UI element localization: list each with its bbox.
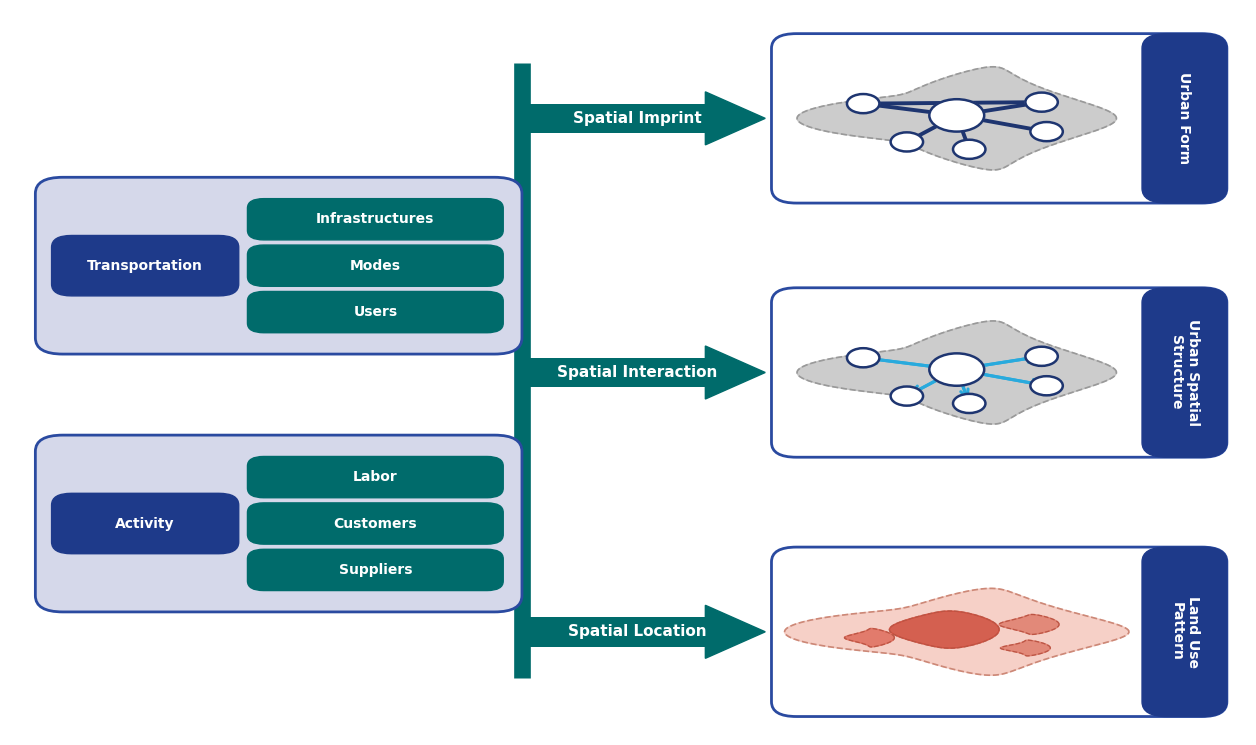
Polygon shape: [1001, 640, 1050, 656]
FancyBboxPatch shape: [247, 503, 504, 544]
FancyBboxPatch shape: [51, 493, 239, 554]
Text: Spatial Location: Spatial Location: [568, 624, 707, 639]
Circle shape: [929, 353, 985, 386]
FancyBboxPatch shape: [35, 177, 522, 354]
Circle shape: [953, 394, 986, 413]
Text: Spatial Imprint: Spatial Imprint: [573, 111, 702, 126]
Text: Modes: Modes: [350, 259, 401, 273]
Text: Urban Form: Urban Form: [1177, 72, 1192, 165]
Circle shape: [1030, 122, 1063, 142]
Circle shape: [891, 133, 923, 151]
Circle shape: [847, 348, 879, 367]
Polygon shape: [844, 629, 894, 647]
FancyBboxPatch shape: [771, 288, 1227, 457]
Circle shape: [1025, 346, 1058, 366]
Polygon shape: [798, 67, 1117, 170]
Text: Land Use
Pattern: Land Use Pattern: [1169, 596, 1199, 668]
Circle shape: [847, 94, 879, 113]
FancyBboxPatch shape: [247, 291, 504, 333]
Text: Users: Users: [353, 305, 397, 319]
FancyBboxPatch shape: [1142, 547, 1227, 717]
Text: Spatial Interaction: Spatial Interaction: [558, 365, 717, 380]
Polygon shape: [1000, 615, 1059, 635]
Polygon shape: [785, 589, 1129, 675]
Text: Suppliers: Suppliers: [339, 563, 412, 577]
FancyBboxPatch shape: [35, 435, 522, 612]
Polygon shape: [798, 321, 1117, 424]
Bar: [522, 358, 706, 387]
FancyBboxPatch shape: [247, 457, 504, 498]
Polygon shape: [706, 346, 765, 399]
Text: Activity: Activity: [116, 516, 175, 530]
Circle shape: [929, 99, 985, 132]
FancyBboxPatch shape: [247, 549, 504, 591]
FancyBboxPatch shape: [1142, 288, 1227, 457]
Text: Customers: Customers: [334, 516, 417, 530]
Bar: [522, 617, 706, 647]
FancyBboxPatch shape: [51, 235, 239, 296]
Text: Infrastructures: Infrastructures: [317, 212, 435, 226]
FancyBboxPatch shape: [771, 547, 1227, 717]
Polygon shape: [889, 611, 1000, 648]
Text: Labor: Labor: [353, 470, 398, 484]
Bar: [522, 104, 706, 133]
Text: Transportation: Transportation: [87, 259, 203, 273]
FancyBboxPatch shape: [247, 245, 504, 286]
Polygon shape: [706, 92, 765, 145]
FancyBboxPatch shape: [1142, 34, 1227, 203]
Circle shape: [953, 140, 986, 159]
Text: Urban Spatial
Structure: Urban Spatial Structure: [1169, 319, 1199, 426]
FancyBboxPatch shape: [247, 199, 504, 240]
Circle shape: [1025, 92, 1058, 112]
Circle shape: [1030, 376, 1063, 396]
Circle shape: [891, 387, 923, 405]
FancyBboxPatch shape: [771, 34, 1227, 203]
Polygon shape: [706, 605, 765, 659]
